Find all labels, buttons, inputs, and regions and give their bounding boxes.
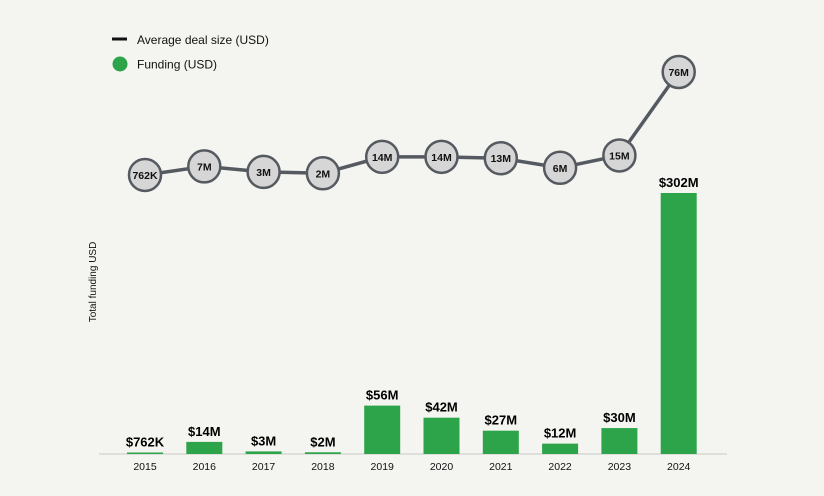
legend: Average deal size (USD) Funding (USD) bbox=[112, 33, 269, 72]
bar-label-2017: $3M bbox=[251, 433, 276, 448]
point-marker-2015 bbox=[127, 157, 163, 193]
x-tick-2023: 2023 bbox=[608, 461, 632, 473]
point-marker-2024 bbox=[661, 54, 696, 90]
bar-label-2016: $14M bbox=[188, 424, 221, 439]
x-tick-2018: 2018 bbox=[311, 461, 335, 473]
bar-2023 bbox=[601, 428, 638, 454]
point-2018: 2M bbox=[305, 156, 341, 191]
point-marker-2023 bbox=[602, 138, 637, 173]
legend-bar-swatch bbox=[112, 56, 128, 72]
point-marker-2021 bbox=[483, 140, 519, 176]
point-label-2019: 14M bbox=[372, 152, 393, 164]
bar-2020 bbox=[423, 417, 460, 454]
bar-label-2020: $42M bbox=[425, 400, 458, 415]
point-2015: 762K bbox=[127, 157, 163, 193]
point-marker-2018 bbox=[305, 156, 341, 191]
legend-line-swatch bbox=[112, 37, 127, 41]
point-label-2021: 13M bbox=[491, 153, 512, 165]
point-marker-2019 bbox=[364, 139, 400, 175]
point-label-2017: 3M bbox=[256, 167, 271, 179]
point-label-2022: 6M bbox=[553, 163, 568, 175]
legend-average-deal-size: Average deal size (USD) bbox=[137, 33, 269, 47]
bar-label-2019: $56M bbox=[366, 388, 399, 403]
x-tick-2015: 2015 bbox=[133, 461, 157, 473]
point-label-2016: 7M bbox=[197, 161, 212, 173]
point-2023: 15M bbox=[602, 138, 637, 173]
x-tick-2022: 2022 bbox=[548, 461, 572, 473]
bar-label-2018: $2M bbox=[310, 434, 335, 449]
bar-2019 bbox=[364, 405, 401, 454]
point-marker-2017 bbox=[246, 154, 281, 190]
point-marker-2016 bbox=[187, 149, 222, 184]
bar-label-2023: $30M bbox=[603, 410, 636, 425]
point-2024: 76M bbox=[661, 54, 696, 90]
bar-2015 bbox=[127, 452, 163, 454]
average-deal-size-polyline bbox=[144, 70, 681, 177]
average-deal-size-line bbox=[144, 70, 681, 177]
point-marker-2022 bbox=[542, 150, 578, 186]
point-2016: 7M bbox=[187, 149, 222, 184]
bar-2022 bbox=[542, 443, 579, 454]
point-label-2020: 14M bbox=[431, 152, 452, 164]
point-2021: 13M bbox=[483, 140, 519, 176]
x-tick-2019: 2019 bbox=[371, 461, 395, 473]
point-2019: 14M bbox=[364, 139, 400, 175]
x-tick-2017: 2017 bbox=[252, 461, 276, 473]
point-label-2024: 76M bbox=[668, 67, 689, 79]
x-tick-2020: 2020 bbox=[430, 461, 454, 473]
y-axis-title: Total funding USD bbox=[88, 242, 99, 323]
point-marker-2020 bbox=[424, 139, 459, 175]
bar-2024 bbox=[660, 193, 697, 454]
bar-2016 bbox=[186, 441, 223, 454]
point-label-2018: 2M bbox=[316, 168, 331, 180]
x-tick-labels: 2015 2016 2017 2018 2019 2020 2021 2022 2023 2024 bbox=[133, 461, 690, 473]
bar-2018 bbox=[304, 452, 341, 454]
point-2022: 6M bbox=[542, 150, 578, 186]
bar-label-2021: $27M bbox=[485, 413, 518, 428]
bar-2017 bbox=[245, 451, 282, 454]
legend-funding: Funding (USD) bbox=[137, 58, 217, 72]
point-2020: 14M bbox=[424, 139, 459, 175]
x-tick-2016: 2016 bbox=[193, 461, 217, 473]
x-tick-2021: 2021 bbox=[489, 461, 513, 473]
bar-labels: $762K $14M $3M $2M $56M $42M $27M $12M $30M $302M bbox=[126, 175, 699, 450]
bars bbox=[127, 193, 697, 454]
bar-label-2015: $762K bbox=[126, 435, 165, 450]
bar-label-2022: $12M bbox=[544, 426, 577, 441]
x-tick-2024: 2024 bbox=[667, 461, 691, 473]
point-label-2023: 15M bbox=[609, 150, 630, 162]
bar-2021 bbox=[482, 430, 519, 454]
average-deal-size-points: 762K 7M 3M 2M 14M 14M 13M 6M 15M 76M bbox=[127, 54, 696, 193]
point-label-2015: 762K bbox=[132, 170, 158, 182]
bar-label-2024: $302M bbox=[659, 175, 699, 190]
point-2017: 3M bbox=[246, 154, 281, 190]
